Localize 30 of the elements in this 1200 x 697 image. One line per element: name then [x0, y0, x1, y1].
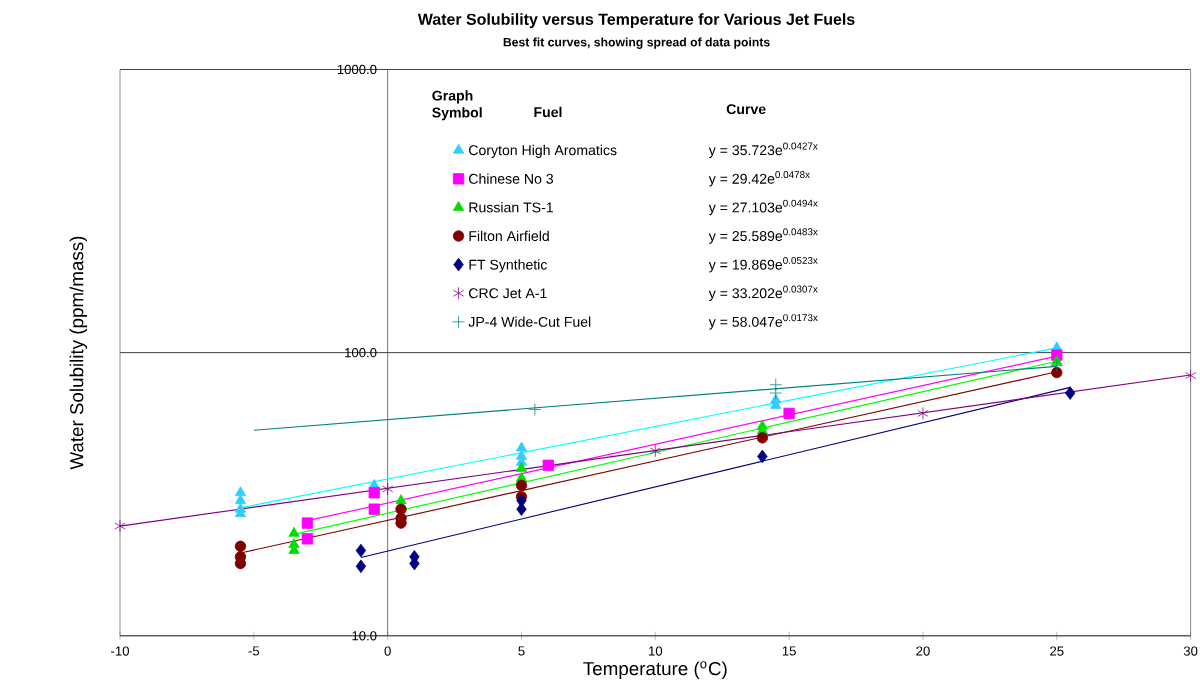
annotation: y = 35.723e$^{0.0427x}$	[708, 142, 818, 159]
chart-title: Water Solubility versus Temperature for Various Jet Fuels	[417, 13, 855, 29]
annotation: y = 58.047e$^{0.0173x}$	[708, 314, 818, 330]
legend-label: Chinese No 3	[469, 173, 554, 184]
legend-label: Coryton High Aromatics	[469, 144, 617, 159]
x-tick-label: -5	[248, 646, 260, 656]
annotation: Fuel	[534, 106, 562, 118]
x-tick-label: 0	[384, 646, 391, 656]
x-tick-label: 10	[649, 646, 663, 656]
x-tick-label: 5	[518, 646, 525, 656]
annotation: Graph Symbol	[432, 90, 482, 121]
legend-label: CRC Jet A-1	[469, 288, 547, 299]
annotation: y = 19.869e$^{0.0523x}$	[708, 257, 818, 273]
x-tick-label: 20	[916, 646, 930, 656]
annotation: y = 27.103e$^{0.0494x}$	[708, 199, 818, 216]
chart-subtitle: Best fit curves, showing spread of data points	[503, 37, 770, 49]
x-tick-label: 30	[1183, 646, 1198, 656]
annotation: y = 29.42e$^{0.0478x}$	[708, 171, 810, 187]
annotation: y = 33.202e$^{0.0307x}$	[708, 285, 818, 302]
annotation: Curve	[726, 104, 766, 115]
legend-label: JP-4 Wide-Cut Fuel	[468, 316, 591, 327]
annotation: y = 25.589e$^{0.0483x}$	[708, 228, 818, 244]
legend-label: Filton Airfield	[469, 230, 549, 242]
legend-label: Russian TS-1	[469, 202, 553, 213]
x-axis-title: Temperature ($^{o}$C)	[583, 661, 727, 680]
x-tick-label: 15	[782, 646, 796, 656]
legend-label: FT Synthetic	[469, 259, 547, 273]
y-axis-title: Water Solubility (ppm/mass)	[69, 236, 88, 470]
x-tick-label: -10	[111, 646, 130, 656]
x-tick-label: 25	[1050, 646, 1064, 656]
